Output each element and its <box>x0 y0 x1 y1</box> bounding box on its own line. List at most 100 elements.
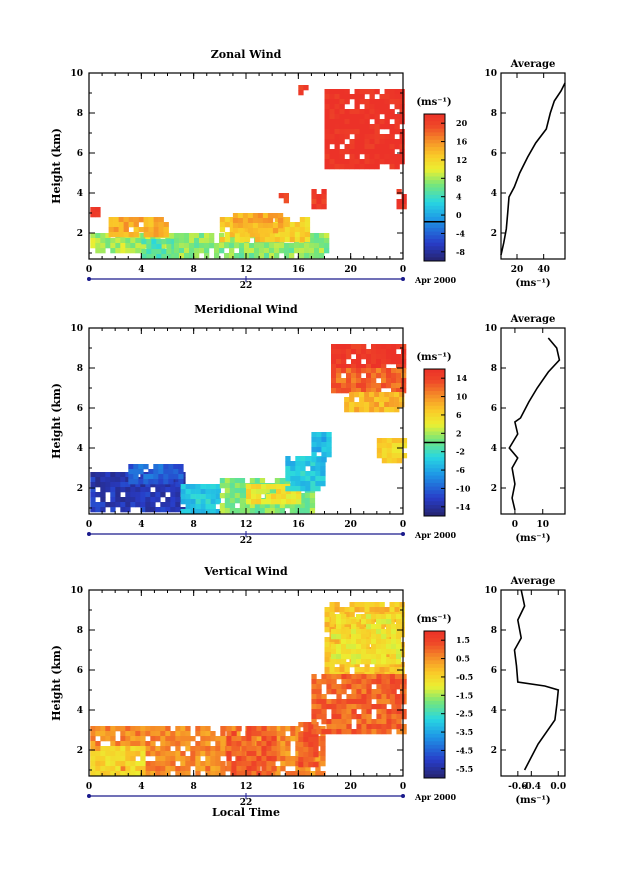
heatmap-cell <box>320 761 326 767</box>
heatmap-cell <box>311 674 317 680</box>
heatmap-cell <box>215 499 221 505</box>
heatmap-cell <box>155 761 161 767</box>
heatmap-cell <box>334 144 340 150</box>
heatmap-cell <box>336 354 342 360</box>
inset-profile-line <box>508 337 561 511</box>
heatmap-cell <box>321 694 327 700</box>
heatmap-cell <box>339 159 345 165</box>
heatmap-cell <box>376 614 382 620</box>
heatmap-cell <box>163 222 169 228</box>
heatmap-cell <box>371 634 377 640</box>
heatmap-cell <box>376 634 382 640</box>
heatmap-cell <box>341 689 347 695</box>
colorbar-segment <box>424 733 445 739</box>
heatmap-cell <box>299 508 306 514</box>
heatmap-cell <box>275 766 281 772</box>
heatmap-cell <box>396 368 402 374</box>
heatmap-cell <box>321 452 327 458</box>
heatmap-cell <box>359 402 365 408</box>
heatmap-cell <box>291 489 297 495</box>
heatmap-cell <box>95 248 101 254</box>
heatmap-cell <box>284 222 291 228</box>
heatmap-cell <box>389 674 396 680</box>
heatmap-cell <box>346 364 352 370</box>
colorbar-segment <box>424 453 445 458</box>
colorbar-segment <box>424 402 445 407</box>
heatmap-cell <box>295 471 301 477</box>
heatmap-cell <box>305 461 311 467</box>
x-tick-label: 8 <box>191 265 197 275</box>
heatmap-cell <box>115 492 121 498</box>
heatmap-cell <box>267 213 274 219</box>
heatmap-cell <box>156 239 162 245</box>
heatmap-cell <box>339 119 345 125</box>
heatmap-cell <box>209 243 215 249</box>
heatmap-cell <box>257 218 264 224</box>
heatmap-cell <box>369 617 375 623</box>
heatmap-cell <box>334 109 340 115</box>
heatmap-cell <box>195 731 201 737</box>
heatmap-cell <box>309 493 316 499</box>
heatmap-cell <box>239 237 246 243</box>
heatmap-cell <box>200 761 206 767</box>
heatmap-cell <box>391 709 397 715</box>
heatmap-cell <box>261 741 267 747</box>
heatmap-cell <box>158 232 164 238</box>
colorbar-segment <box>424 675 445 680</box>
heatmap-cell <box>280 751 286 757</box>
heatmap-cell <box>389 109 395 115</box>
colorbar-segment <box>424 249 445 255</box>
heatmap-cell <box>401 194 407 200</box>
heatmap-cell <box>266 766 272 772</box>
inset-y-tick-label: 8 <box>491 364 497 374</box>
heatmap-cell <box>366 349 372 355</box>
heatmap-cell <box>315 476 321 482</box>
inset-y-tick-label: 10 <box>484 324 497 334</box>
heatmap-cell <box>145 492 151 498</box>
heatmap-cell <box>374 159 380 165</box>
heatmap-cell <box>341 704 347 710</box>
heatmap-cell <box>219 217 226 223</box>
heatmap-cell <box>326 729 332 735</box>
heatmap-cell <box>339 129 345 135</box>
heatmap-cell <box>369 139 375 145</box>
inset-x-label: (ms⁻¹) <box>515 795 550 806</box>
heatmap-cell <box>156 244 162 250</box>
heatmap-cell <box>371 368 377 374</box>
heatmap-cell <box>396 624 402 630</box>
heatmap-cell <box>145 726 151 732</box>
heatmap-cell <box>334 104 340 110</box>
date-axis-end-right <box>401 532 405 536</box>
heatmap-cell <box>251 726 257 732</box>
y-tick-label: 4 <box>77 444 83 454</box>
heatmap-cell <box>244 253 250 259</box>
heatmap-cell <box>215 746 221 752</box>
heatmap-cell <box>356 368 362 374</box>
heatmap-cell <box>294 232 301 238</box>
heatmap-cell <box>232 228 239 234</box>
heatmap-cell <box>90 482 96 488</box>
heatmap-cell <box>285 726 291 732</box>
heatmap-cell <box>311 447 317 453</box>
heatmap-cell <box>354 622 360 628</box>
heatmap-cell <box>386 694 392 700</box>
heatmap-cell <box>389 617 395 623</box>
heatmap-cell <box>361 364 367 370</box>
heatmap-cell <box>369 149 375 155</box>
heatmap-cell <box>239 488 246 494</box>
heatmap-cell <box>184 238 190 244</box>
heatmap-cell <box>224 503 231 509</box>
heatmap-cell <box>246 484 252 490</box>
heatmap-cell <box>256 761 262 767</box>
colorbar-segment <box>424 653 445 658</box>
heatmap-cell <box>289 232 296 238</box>
heatmap-cell <box>356 364 362 370</box>
heatmap-cell <box>305 486 311 492</box>
heatmap-cell <box>274 217 281 223</box>
colorbar-segment <box>424 246 445 251</box>
heatmap-cell <box>391 368 397 374</box>
colorbar-segment <box>424 128 445 133</box>
heatmap-cell <box>369 99 375 105</box>
heatmap-cell <box>120 482 126 488</box>
colorbar-frame <box>423 630 446 779</box>
